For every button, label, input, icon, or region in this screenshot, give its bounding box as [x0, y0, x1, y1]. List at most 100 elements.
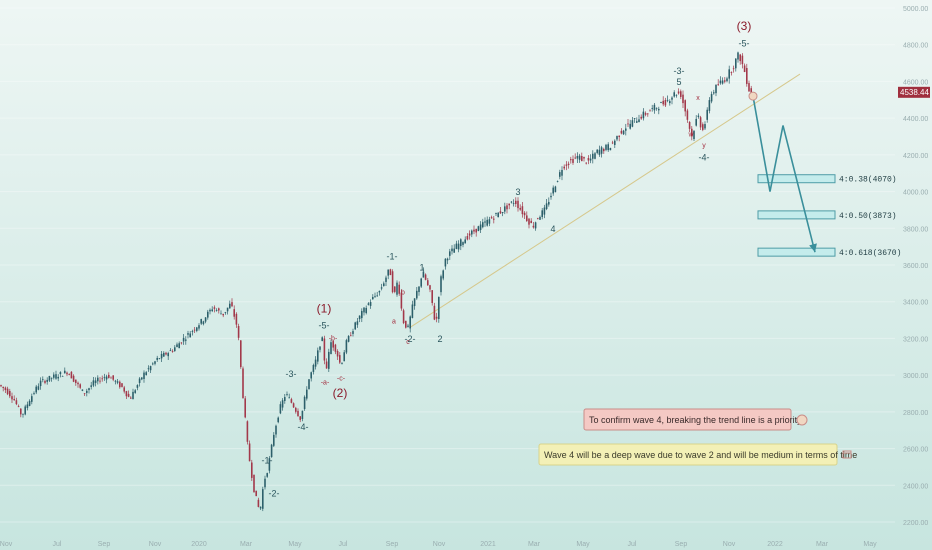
candle-body	[176, 344, 178, 347]
candle-body	[482, 222, 484, 228]
candle-body	[75, 379, 77, 383]
candle-body	[141, 377, 143, 380]
wave-label: -a-	[321, 379, 330, 386]
candle-body	[739, 54, 741, 62]
candle-body	[420, 278, 422, 287]
candle-body	[451, 248, 453, 252]
x-tick-label: Jul	[628, 541, 637, 548]
candle-body	[9, 390, 11, 397]
candle-body	[244, 398, 246, 418]
candle-body	[330, 342, 332, 355]
candle-body	[295, 407, 297, 412]
candle-body	[405, 320, 407, 328]
candle-body	[543, 207, 546, 215]
wave-label: y	[702, 143, 706, 150]
candle-body	[636, 121, 638, 123]
candle-body	[33, 393, 35, 394]
candle-body	[583, 156, 585, 159]
candle-body	[147, 368, 150, 370]
candle-body	[539, 216, 541, 220]
candle-body	[693, 130, 695, 140]
y-tick-label: 5000.00	[903, 6, 928, 13]
wave-label: -3-	[286, 369, 297, 379]
x-tick-label: 2020	[191, 541, 207, 548]
candle-body	[242, 368, 244, 398]
candle-body	[231, 302, 233, 307]
projection-arrowhead	[809, 243, 817, 253]
candle-body	[629, 123, 631, 129]
candle-body	[343, 352, 345, 362]
wave-label: -5-	[739, 39, 750, 49]
projection-path[interactable]	[752, 95, 816, 253]
candle-body	[691, 128, 693, 137]
x-tick-label: May	[863, 541, 877, 548]
candle-body	[207, 311, 209, 318]
candle-body	[53, 374, 55, 378]
wave-label: -b-	[329, 335, 338, 342]
note-trendline[interactable]: To confirm wave 4, breaking the trend li…	[583, 408, 808, 431]
candle-body	[631, 120, 634, 127]
candle-body	[345, 340, 348, 353]
candle-body	[328, 351, 330, 369]
candle-body	[548, 201, 550, 205]
candle-body	[50, 377, 53, 379]
candle-body	[653, 104, 656, 111]
x-tick-label: Mar	[816, 541, 829, 548]
candle-body	[468, 233, 471, 236]
candle-body	[581, 156, 583, 162]
x-tick-label: 2021	[480, 541, 496, 548]
x-tick-label: Mar	[528, 541, 541, 548]
candle-body	[704, 124, 706, 129]
candle-body	[224, 312, 227, 313]
candle-body	[358, 315, 361, 320]
candle-body	[31, 396, 33, 402]
candle-body	[506, 205, 508, 210]
candle-body	[279, 404, 282, 414]
candle-body	[323, 338, 326, 361]
candle-body	[675, 94, 678, 96]
candle-body	[721, 80, 724, 84]
candle-body	[389, 269, 392, 276]
candle-body	[35, 386, 37, 393]
trend-line[interactable]	[409, 73, 801, 328]
candle-body	[68, 374, 70, 375]
candle-body	[235, 313, 238, 325]
candle-body	[614, 140, 616, 145]
candle-body	[158, 358, 161, 360]
candle-body	[114, 380, 117, 382]
x-tick-label: Sep	[98, 541, 111, 548]
candle-body	[66, 372, 68, 375]
candle-body	[638, 119, 640, 123]
candle-body	[572, 158, 574, 163]
wave-label: (2)	[333, 386, 348, 400]
candle-body	[189, 333, 191, 338]
candle-body	[486, 219, 488, 226]
candle-body	[372, 297, 374, 300]
candle-body	[587, 158, 590, 161]
fib-label: 4:0.618(3670)	[839, 249, 901, 258]
x-tick-label: May	[288, 541, 302, 548]
candle-body	[275, 425, 277, 435]
y-tick-label: 3600.00	[903, 263, 928, 270]
candle-body	[182, 337, 185, 342]
candle-body	[218, 308, 220, 311]
candle-body	[605, 144, 607, 150]
candle-body	[594, 153, 596, 159]
fib-label: 4:0.50(3873)	[839, 212, 897, 221]
candle-body	[446, 258, 449, 261]
candle-body	[523, 212, 526, 216]
candle-body	[644, 113, 647, 115]
grid	[0, 7, 895, 523]
candle-body	[603, 148, 605, 152]
candle-body	[453, 248, 455, 253]
candle-body	[347, 335, 350, 342]
candle-body	[308, 379, 310, 390]
candle-body	[409, 316, 411, 329]
note-deep-wave[interactable]: Wave 4 will be a deep wave due to wave 2…	[538, 443, 857, 466]
candle-body	[378, 290, 381, 293]
x-tick-label: Sep	[675, 541, 688, 548]
candle-body	[559, 172, 561, 177]
candle-body	[666, 99, 669, 101]
candle-body	[376, 295, 378, 297]
